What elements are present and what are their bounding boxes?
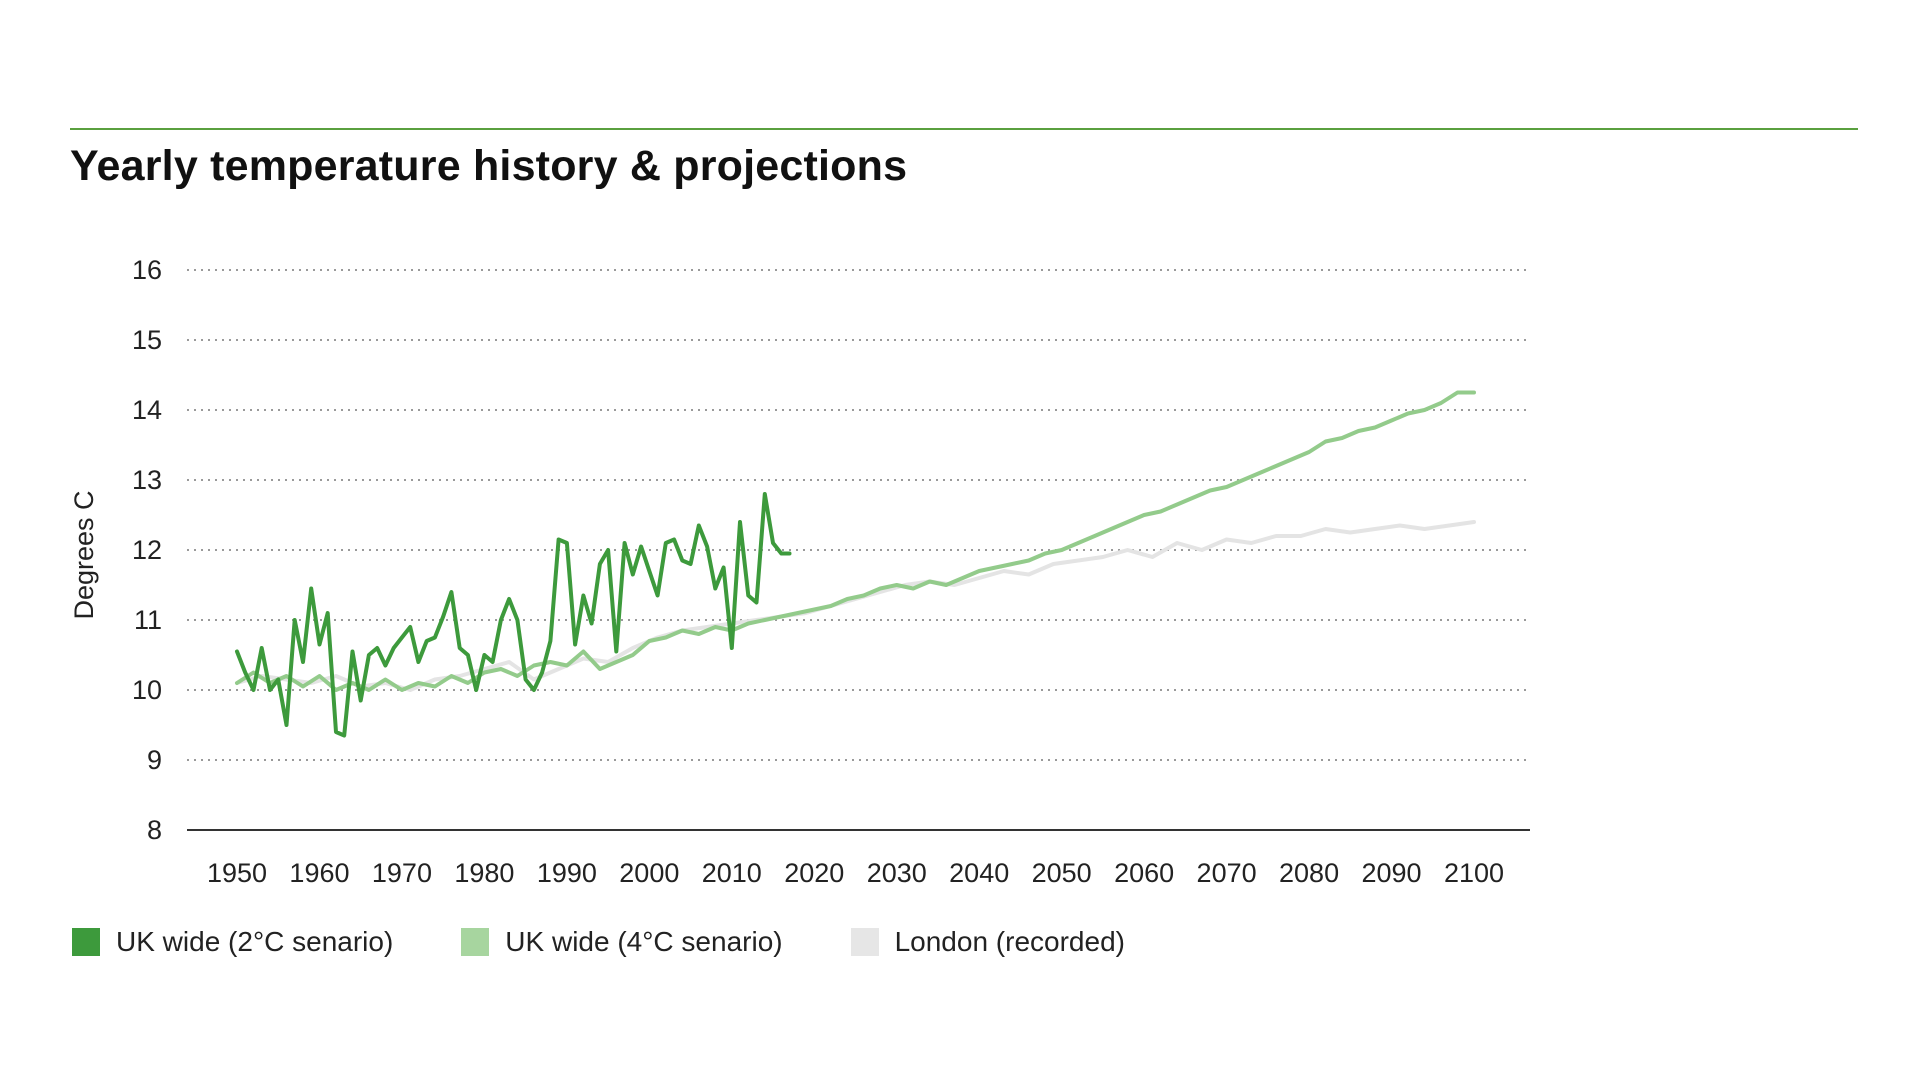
x-tick-label: 2040 — [949, 858, 1009, 888]
y-tick-label: 10 — [132, 675, 162, 705]
y-tick-label: 13 — [132, 465, 162, 495]
x-tick-label: 2000 — [619, 858, 679, 888]
y-tick-label: 16 — [132, 255, 162, 285]
legend: UK wide (2°C senario) UK wide (4°C senari… — [72, 926, 1193, 958]
legend-item: London (recorded) — [850, 926, 1125, 958]
y-axis-label: Degrees C — [69, 490, 99, 619]
legend-swatch — [72, 928, 100, 956]
chart-title: Yearly temperature history & projections — [70, 142, 908, 190]
x-tick-label: 1950 — [207, 858, 267, 888]
legend-swatch — [850, 928, 879, 956]
series-lines — [235, 390, 1476, 738]
legend-item: UK wide (4°C senario) — [461, 926, 783, 958]
grid-lines — [187, 269, 1530, 761]
x-tick-label: 2060 — [1114, 858, 1174, 888]
x-tick-label: 2090 — [1361, 858, 1421, 888]
legend-label: UK wide (4°C senario) — [505, 926, 783, 957]
x-tick-label: 2080 — [1279, 858, 1339, 888]
series-line-london-recorded — [235, 520, 1476, 692]
y-tick-label: 11 — [134, 605, 162, 635]
x-tick-label: 1980 — [454, 858, 514, 888]
y-tick-label: 12 — [132, 535, 162, 565]
legend-label: London (recorded) — [894, 926, 1125, 957]
legend-label: UK wide (2°C senario) — [116, 926, 394, 957]
x-tick-label: 2050 — [1032, 858, 1092, 888]
legend-swatch — [461, 928, 490, 956]
x-tick-label: 2100 — [1444, 858, 1504, 888]
x-tick-label: 2070 — [1197, 858, 1257, 888]
title-rule — [70, 128, 1858, 130]
y-tick-label: 8 — [147, 815, 162, 845]
y-tick-label: 15 — [132, 325, 162, 355]
axes: 8 9 10 11 12 13 14 15 16 1950 1960 1970 1980 1990 2000… — [132, 255, 1530, 888]
x-tick-label: 1970 — [372, 858, 432, 888]
series-line-uk-wide-2-c-senario — [235, 492, 792, 738]
y-tick-label: 9 — [147, 745, 162, 775]
legend-item: UK wide (2°C senario) — [72, 926, 393, 958]
series-line-uk-wide-4-c-senario — [235, 390, 1476, 692]
x-tick-label: 2020 — [784, 858, 844, 888]
x-tick-label: 2010 — [702, 858, 762, 888]
x-tick-label: 2030 — [867, 858, 927, 888]
chart-area: 8 9 10 11 12 13 14 15 16 1950 1960 1970 1980 1990 2000… — [69, 255, 1530, 888]
y-tick-label: 14 — [132, 395, 162, 425]
x-tick-label: 1990 — [537, 858, 597, 888]
x-tick-label: 1960 — [289, 858, 349, 888]
